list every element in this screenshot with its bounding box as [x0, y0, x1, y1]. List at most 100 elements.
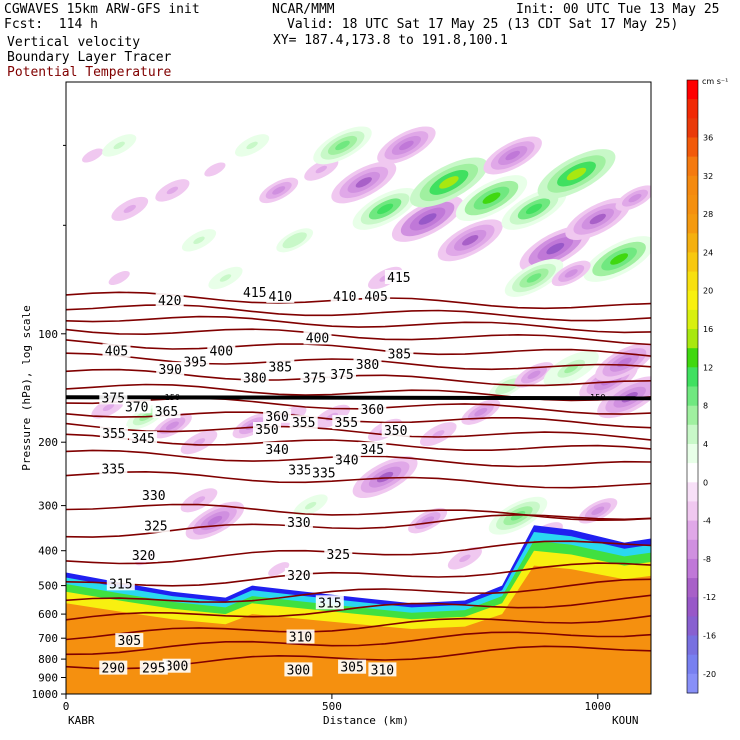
theta-contour-label: 355: [102, 427, 125, 442]
velocity-cell: [376, 203, 394, 215]
colorbar-swatch: [687, 405, 698, 426]
colorbar-swatch: [687, 386, 698, 407]
theta-label-bg: [152, 404, 181, 419]
theta-contour-line: [66, 540, 651, 565]
colorbar-swatch: [687, 616, 698, 637]
right-endpoint-label: KOUN: [612, 714, 639, 727]
colorbar-swatch: [687, 214, 698, 234]
velocity-cell: [113, 141, 125, 150]
theta-contour-label: 395: [183, 355, 206, 370]
theta-contour-label: 345: [131, 432, 154, 447]
velocity-cell: [273, 565, 284, 573]
colorbar-swatch: [687, 137, 698, 158]
colorbar-swatch: [687, 444, 698, 464]
theta-contour-label: 360: [361, 403, 384, 418]
forecast-hour: Fcst: 114 h: [4, 17, 98, 32]
theta-label-bg: [240, 284, 269, 299]
colorbar-swatch: [687, 673, 698, 694]
colorbar-tick-label: -4: [703, 517, 711, 526]
velocity-cell: [335, 140, 350, 151]
theta-contour-label: 415: [387, 271, 410, 286]
velocity-cell: [418, 213, 437, 225]
theta-label-bg: [284, 514, 313, 529]
theta-contour-line: [66, 594, 651, 621]
theta-label-bg: [156, 361, 185, 376]
theta-contour-line: [66, 578, 651, 603]
theta-label-bg: [284, 567, 313, 582]
theta-contour-label: 385: [269, 360, 292, 375]
theta-contour-label: 350: [384, 424, 407, 439]
theta-contour-label: 305: [340, 661, 363, 676]
colorbar-swatch: [687, 367, 698, 387]
field-label-vertical-velocity: Vertical velocity: [7, 35, 141, 50]
velocity-cell: [566, 167, 587, 181]
theta-contour-label: 320: [287, 569, 310, 584]
colorbar-swatch: [687, 99, 698, 119]
x-axis: 0 500 1000: [63, 694, 611, 713]
theta-label-bg: [102, 343, 131, 358]
model-title: CGWAVES 15km ARW-GFS init: [4, 2, 200, 17]
velocity-cell: [246, 141, 258, 150]
y-tick-label: 800: [38, 653, 58, 666]
theta-label-bg: [284, 662, 313, 677]
theta-label-bg: [155, 292, 184, 307]
theta-label-bg: [129, 548, 158, 562]
y-tick-label: 900: [38, 672, 58, 685]
velocity-cell: [165, 421, 179, 430]
velocity-cell: [207, 515, 223, 526]
theta-label-bg: [141, 518, 170, 533]
velocity-cell: [591, 506, 605, 516]
theta-label-bg: [368, 662, 397, 677]
theta-contour-label: 305: [118, 634, 141, 649]
theta-contour-line: [66, 470, 651, 489]
colorbar-tick-label: -8: [703, 555, 711, 564]
velocity-cell: [505, 150, 521, 161]
velocity-cell: [525, 203, 543, 215]
colorbar: 36 32 28 24 20 16 12 8 4 0 -4 -8 -12 -16 -20: [686, 79, 716, 694]
y-tick-label: 400: [38, 545, 58, 558]
y-axis-label: Pressure (hPa), log scale: [20, 305, 33, 471]
velocity-cell: [589, 213, 606, 225]
y-tick-label: 700: [38, 632, 58, 645]
theta-contour-label: 335: [312, 466, 335, 481]
velocity-cell: [564, 269, 578, 278]
theta-label-bg: [353, 356, 382, 371]
theta-label-bg: [253, 422, 281, 436]
field-label-bl-tracer: Boundary Layer Tracer: [7, 50, 172, 65]
colorbar-swatch: [687, 348, 698, 368]
theta-contour-label: 315: [109, 577, 132, 592]
theta-label-bg: [324, 546, 353, 561]
velocity-cell: [193, 236, 205, 245]
y-tick-label: 300: [38, 500, 58, 513]
x-tick-label: 0: [63, 700, 70, 713]
theta-contour-label: 340: [335, 454, 358, 469]
theta-contour-label: 315: [318, 596, 341, 611]
theta-label-bg: [99, 426, 128, 441]
theta-label-bg: [162, 658, 191, 673]
theta-contour-label: 335: [102, 462, 125, 477]
theta-label-bg: [263, 441, 292, 456]
theta-label-bg: [358, 441, 387, 456]
theta-label-bg: [263, 408, 292, 423]
theta-contour-label: 335: [288, 464, 311, 479]
theta-label-bg: [99, 461, 128, 476]
theta-label-bg: [207, 343, 236, 358]
colorbar-swatch: [687, 654, 698, 675]
boundary-layer-tracer-field: [66, 525, 651, 694]
colorbar-tick-label: 16: [703, 325, 713, 334]
colorbar-swatch: [687, 194, 698, 215]
colorbar-swatch: [687, 252, 698, 273]
theta-label-bg: [362, 288, 391, 303]
velocity-cell: [610, 253, 629, 265]
theta-contour-label: 330: [287, 516, 310, 531]
colorbar-tick-label: 20: [703, 287, 713, 296]
cross-section-coords: XY= 187.4,173.8 to 191.8,100.1: [273, 33, 508, 48]
theta-contour-label: 380: [356, 358, 379, 373]
theta-label-bg: [286, 629, 315, 644]
theta-label-bg: [381, 422, 410, 437]
theta-contour-label: 355: [335, 416, 358, 431]
tropopause: [66, 395, 651, 401]
velocity-cell: [376, 471, 394, 483]
theta-label-bg: [303, 330, 332, 345]
